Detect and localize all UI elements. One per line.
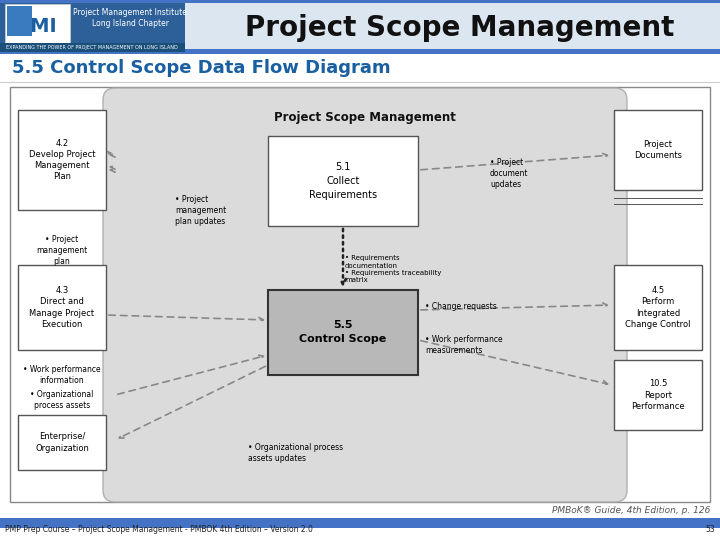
Bar <box>614 110 702 190</box>
Text: • Work performance
information: • Work performance information <box>23 365 101 385</box>
Text: 5.1
Collect
Requirements: 5.1 Collect Requirements <box>309 162 377 200</box>
Bar <box>0 52 720 82</box>
Text: Project Management Institute
Long Island Chapter: Project Management Institute Long Island… <box>73 8 187 29</box>
Text: 4.3
Direct and
Manage Project
Execution: 4.3 Direct and Manage Project Execution <box>30 286 94 329</box>
Text: PMBoK® Guide, 4th Edition, p. 126: PMBoK® Guide, 4th Edition, p. 126 <box>552 506 710 515</box>
Text: • Requirements
documentation
• Requirements traceability
matrix: • Requirements documentation • Requireme… <box>345 255 441 284</box>
Bar <box>18 110 106 210</box>
Bar <box>0 0 185 52</box>
Text: Enterprise/
Organization: Enterprise/ Organization <box>35 433 89 453</box>
Text: 10.5
Report
Performance: 10.5 Report Performance <box>631 380 685 410</box>
Text: Project Scope Management: Project Scope Management <box>274 111 456 125</box>
Bar <box>0 0 720 52</box>
Bar <box>18 265 106 350</box>
Bar <box>185 3 720 52</box>
Bar <box>5 4 70 48</box>
Text: 4.5
Perform
Integrated
Change Control: 4.5 Perform Integrated Change Control <box>625 286 690 329</box>
Bar <box>7 6 32 36</box>
Text: EXPANDING THE POWER OF PROJECT MANAGEMENT ON LONG ISLAND: EXPANDING THE POWER OF PROJECT MANAGEMEN… <box>6 44 178 50</box>
Text: • Project
management
plan updates: • Project management plan updates <box>175 195 226 226</box>
Bar <box>185 49 720 52</box>
Text: • Organizational process
assets updates: • Organizational process assets updates <box>248 443 343 463</box>
FancyBboxPatch shape <box>103 88 627 502</box>
Bar <box>268 136 418 226</box>
Text: 5.5
Control Scope: 5.5 Control Scope <box>300 321 387 345</box>
Bar <box>614 360 702 430</box>
Text: 5.5 Control Scope Data Flow Diagram: 5.5 Control Scope Data Flow Diagram <box>12 59 391 77</box>
Bar <box>0 0 720 3</box>
Bar <box>0 502 720 540</box>
Text: PMP Prep Course – Project Scope Management - PMBOK 4th Edition – Version 2.0: PMP Prep Course – Project Scope Manageme… <box>5 525 313 535</box>
Text: 4.2
Develop Project
Management
Plan: 4.2 Develop Project Management Plan <box>29 139 95 181</box>
Bar <box>0 52 720 54</box>
Text: • Project
document
updates: • Project document updates <box>490 158 528 189</box>
Text: Project
Documents: Project Documents <box>634 140 682 160</box>
Bar <box>18 415 106 470</box>
Bar <box>0 518 720 528</box>
Text: • Organizational
process assets: • Organizational process assets <box>30 390 94 410</box>
Bar <box>0 43 185 52</box>
Bar <box>614 265 702 350</box>
Text: • Change requests: • Change requests <box>425 302 497 311</box>
Text: PMI: PMI <box>17 17 58 36</box>
Text: • Project
management
plan: • Project management plan <box>37 235 88 266</box>
Bar <box>185 0 720 3</box>
Text: 53: 53 <box>706 525 715 535</box>
Bar <box>10 87 710 502</box>
Bar <box>268 290 418 375</box>
Text: Project Scope Management: Project Scope Management <box>246 14 675 42</box>
Text: • Work performance
measurements: • Work performance measurements <box>425 335 503 355</box>
